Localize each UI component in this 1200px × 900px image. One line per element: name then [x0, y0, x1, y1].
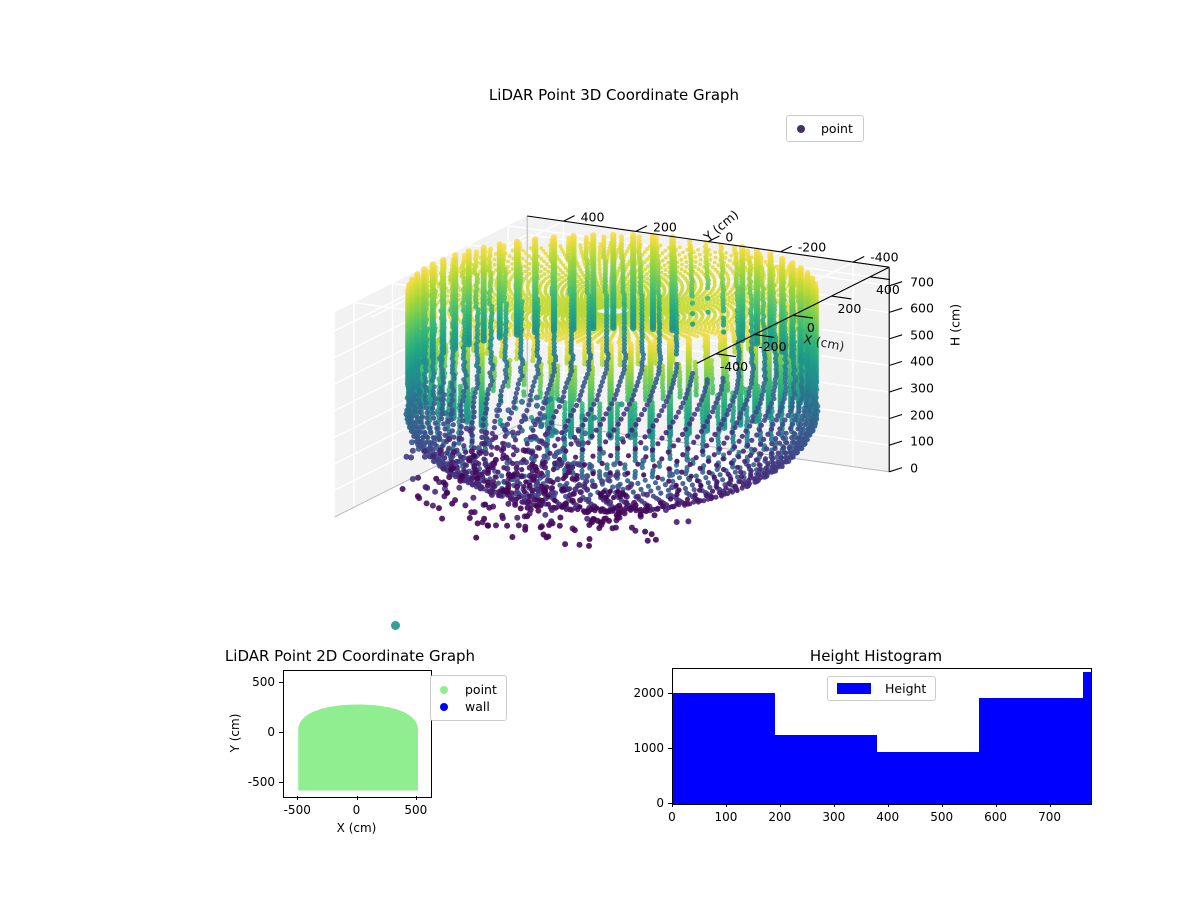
page-title-2d: LiDAR Point 2D Coordinate Graph: [224, 647, 476, 665]
x-tick-mark: [833, 803, 835, 807]
histogram-bar: [775, 735, 877, 804]
plot-3d-axes[interactable]: [334, 140, 920, 630]
x-tick-mark: [297, 796, 299, 800]
y-tick-label: 0: [267, 725, 275, 739]
z-tick-label: 600: [910, 300, 934, 316]
x-tick-mark: [941, 803, 943, 807]
z-tick-label: 500: [910, 327, 934, 343]
y-tick-label: 1000: [633, 740, 664, 755]
x-tick-mark: [672, 803, 673, 807]
y-tick-label: 2000: [633, 685, 664, 700]
legend-histogram[interactable]: Height: [827, 676, 937, 701]
y-tick-label: 500: [252, 675, 275, 689]
y-tick-label: -500: [247, 775, 275, 789]
x-tick-label: 100: [714, 810, 738, 824]
wall-marker-icon: [440, 702, 448, 711]
z-tick-label: 400: [910, 353, 934, 369]
plot-3d-canvas: [334, 215, 903, 549]
point-marker-icon: [797, 124, 805, 133]
histogram-bar: [876, 752, 980, 804]
legend-label-point: point: [465, 682, 497, 697]
histogram-bar: [673, 692, 776, 804]
legend-item-point: point: [440, 682, 497, 697]
x-tick-label: 0: [352, 803, 361, 817]
x-tick-label: 0: [806, 320, 815, 336]
legend-item-wall: wall: [440, 699, 497, 714]
histogram-bar: [979, 697, 1083, 804]
legend-label-point: point: [821, 121, 853, 136]
x-tick-mark: [415, 796, 417, 800]
y-tick-mark: [279, 732, 283, 733]
page-title-histogram: Height Histogram: [809, 647, 943, 665]
x-tick-label: 400: [875, 281, 900, 297]
z-tick-label: 0: [910, 460, 919, 476]
point-marker-icon: [440, 685, 448, 694]
y-tick-mark: [279, 782, 283, 783]
y-tick-mark: [668, 747, 672, 749]
x-tick-label: 700: [1038, 810, 1061, 824]
legend-3d[interactable]: point: [786, 115, 864, 142]
x-tick-mark: [995, 803, 997, 807]
axis-label-y: Y (cm): [228, 713, 242, 753]
x-tick-label: 300: [822, 810, 846, 824]
x-tick-mark: [779, 803, 781, 807]
legend-item-point: point: [797, 121, 853, 136]
x-tick-mark: [356, 796, 358, 800]
y-tick-mark: [668, 692, 672, 694]
y-tick-label: 0: [656, 796, 664, 810]
x-tick-label: 0: [668, 810, 676, 824]
axis-label-x: X (cm): [336, 821, 377, 835]
x-tick-mark: [1049, 803, 1051, 807]
legend-2d[interactable]: point wall: [430, 675, 507, 721]
z-tick-label: 700: [910, 274, 934, 290]
y-tick-label: 200: [653, 219, 677, 235]
x-tick-label: -500: [283, 803, 311, 817]
x-tick-label: 400: [876, 810, 900, 824]
outlier-point: [391, 621, 400, 630]
legend-label-height: Height: [885, 681, 927, 696]
page-title-3d: LiDAR Point 3D Coordinate Graph: [488, 86, 740, 104]
x-tick-label: 500: [404, 803, 428, 817]
y-tick-label: -200: [797, 239, 827, 255]
plot-2d-axes[interactable]: [283, 670, 432, 798]
footprint-shape: [298, 704, 418, 791]
x-tick-label: 200: [837, 300, 862, 316]
y-tick-label: 0: [725, 229, 734, 245]
x-tick-label: 600: [984, 810, 1008, 824]
histogram-axes[interactable]: [672, 668, 1092, 805]
x-tick-mark: [887, 803, 889, 807]
x-tick-mark: [725, 803, 727, 807]
z-tick-label: 300: [910, 380, 934, 396]
y-tick-mark: [279, 682, 283, 683]
x-tick-label: 200: [768, 810, 792, 824]
height-swatch-icon: [837, 683, 871, 694]
x-tick-label: -200: [758, 339, 787, 355]
axis-label-z: H (cm): [947, 303, 963, 347]
legend-item-height: Height: [837, 681, 926, 696]
y-tick-mark: [668, 803, 672, 804]
y-tick-label: -400: [870, 249, 899, 265]
z-tick-label: 200: [910, 407, 934, 422]
x-tick-label: 500: [930, 810, 954, 824]
histogram-bar: [1082, 671, 1091, 804]
z-tick-label: 100: [910, 433, 934, 449]
x-tick-label: -400: [719, 358, 749, 374]
y-tick-label: 400: [580, 209, 605, 225]
legend-label-wall: wall: [465, 699, 490, 714]
